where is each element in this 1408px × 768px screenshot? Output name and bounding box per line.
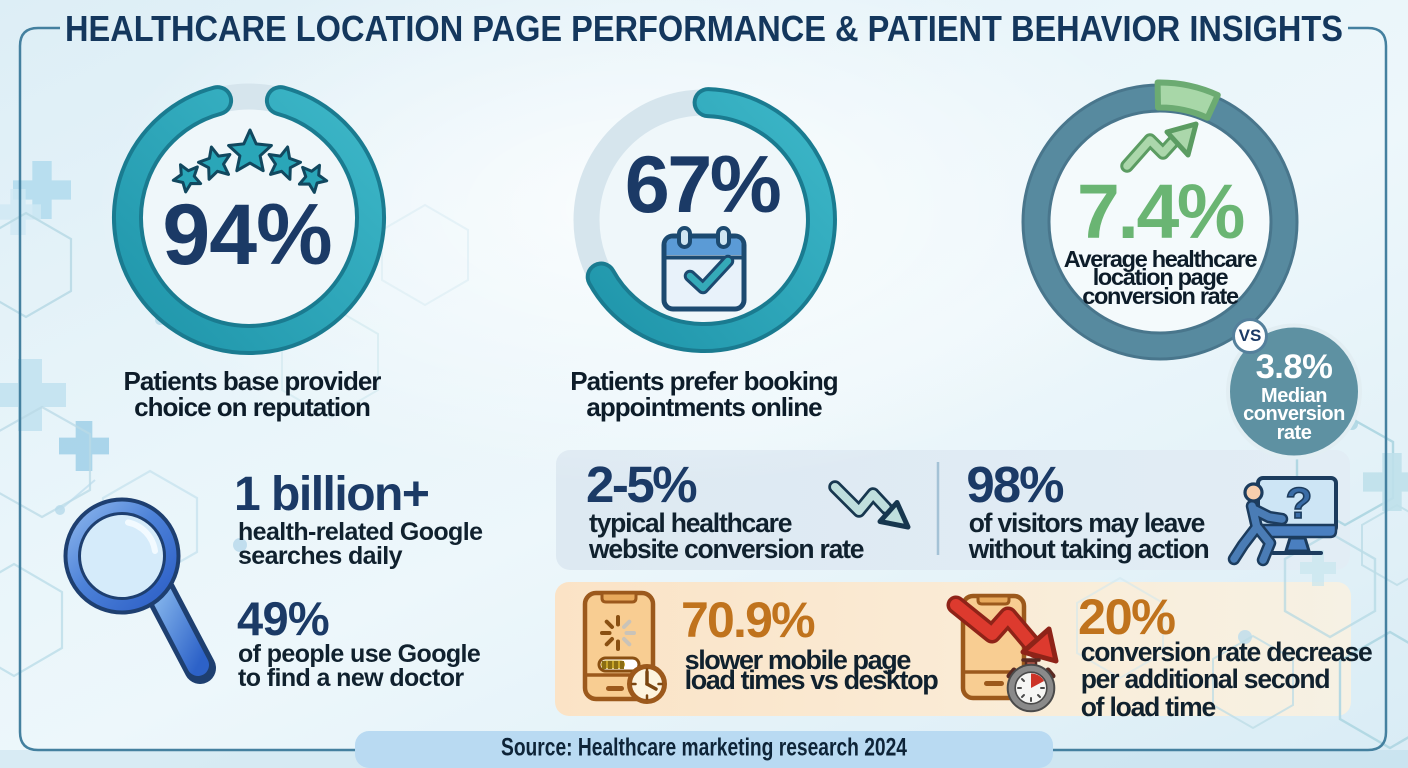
svg-text:?: ? [1286,479,1313,528]
svg-text:Source: Healthcare marketing r: Source: Healthcare marketing research 20… [501,734,907,762]
svg-text:HEALTHCARE LOCATION PAGE PERFO: HEALTHCARE LOCATION PAGE PERFORMANCE & P… [65,8,1343,49]
